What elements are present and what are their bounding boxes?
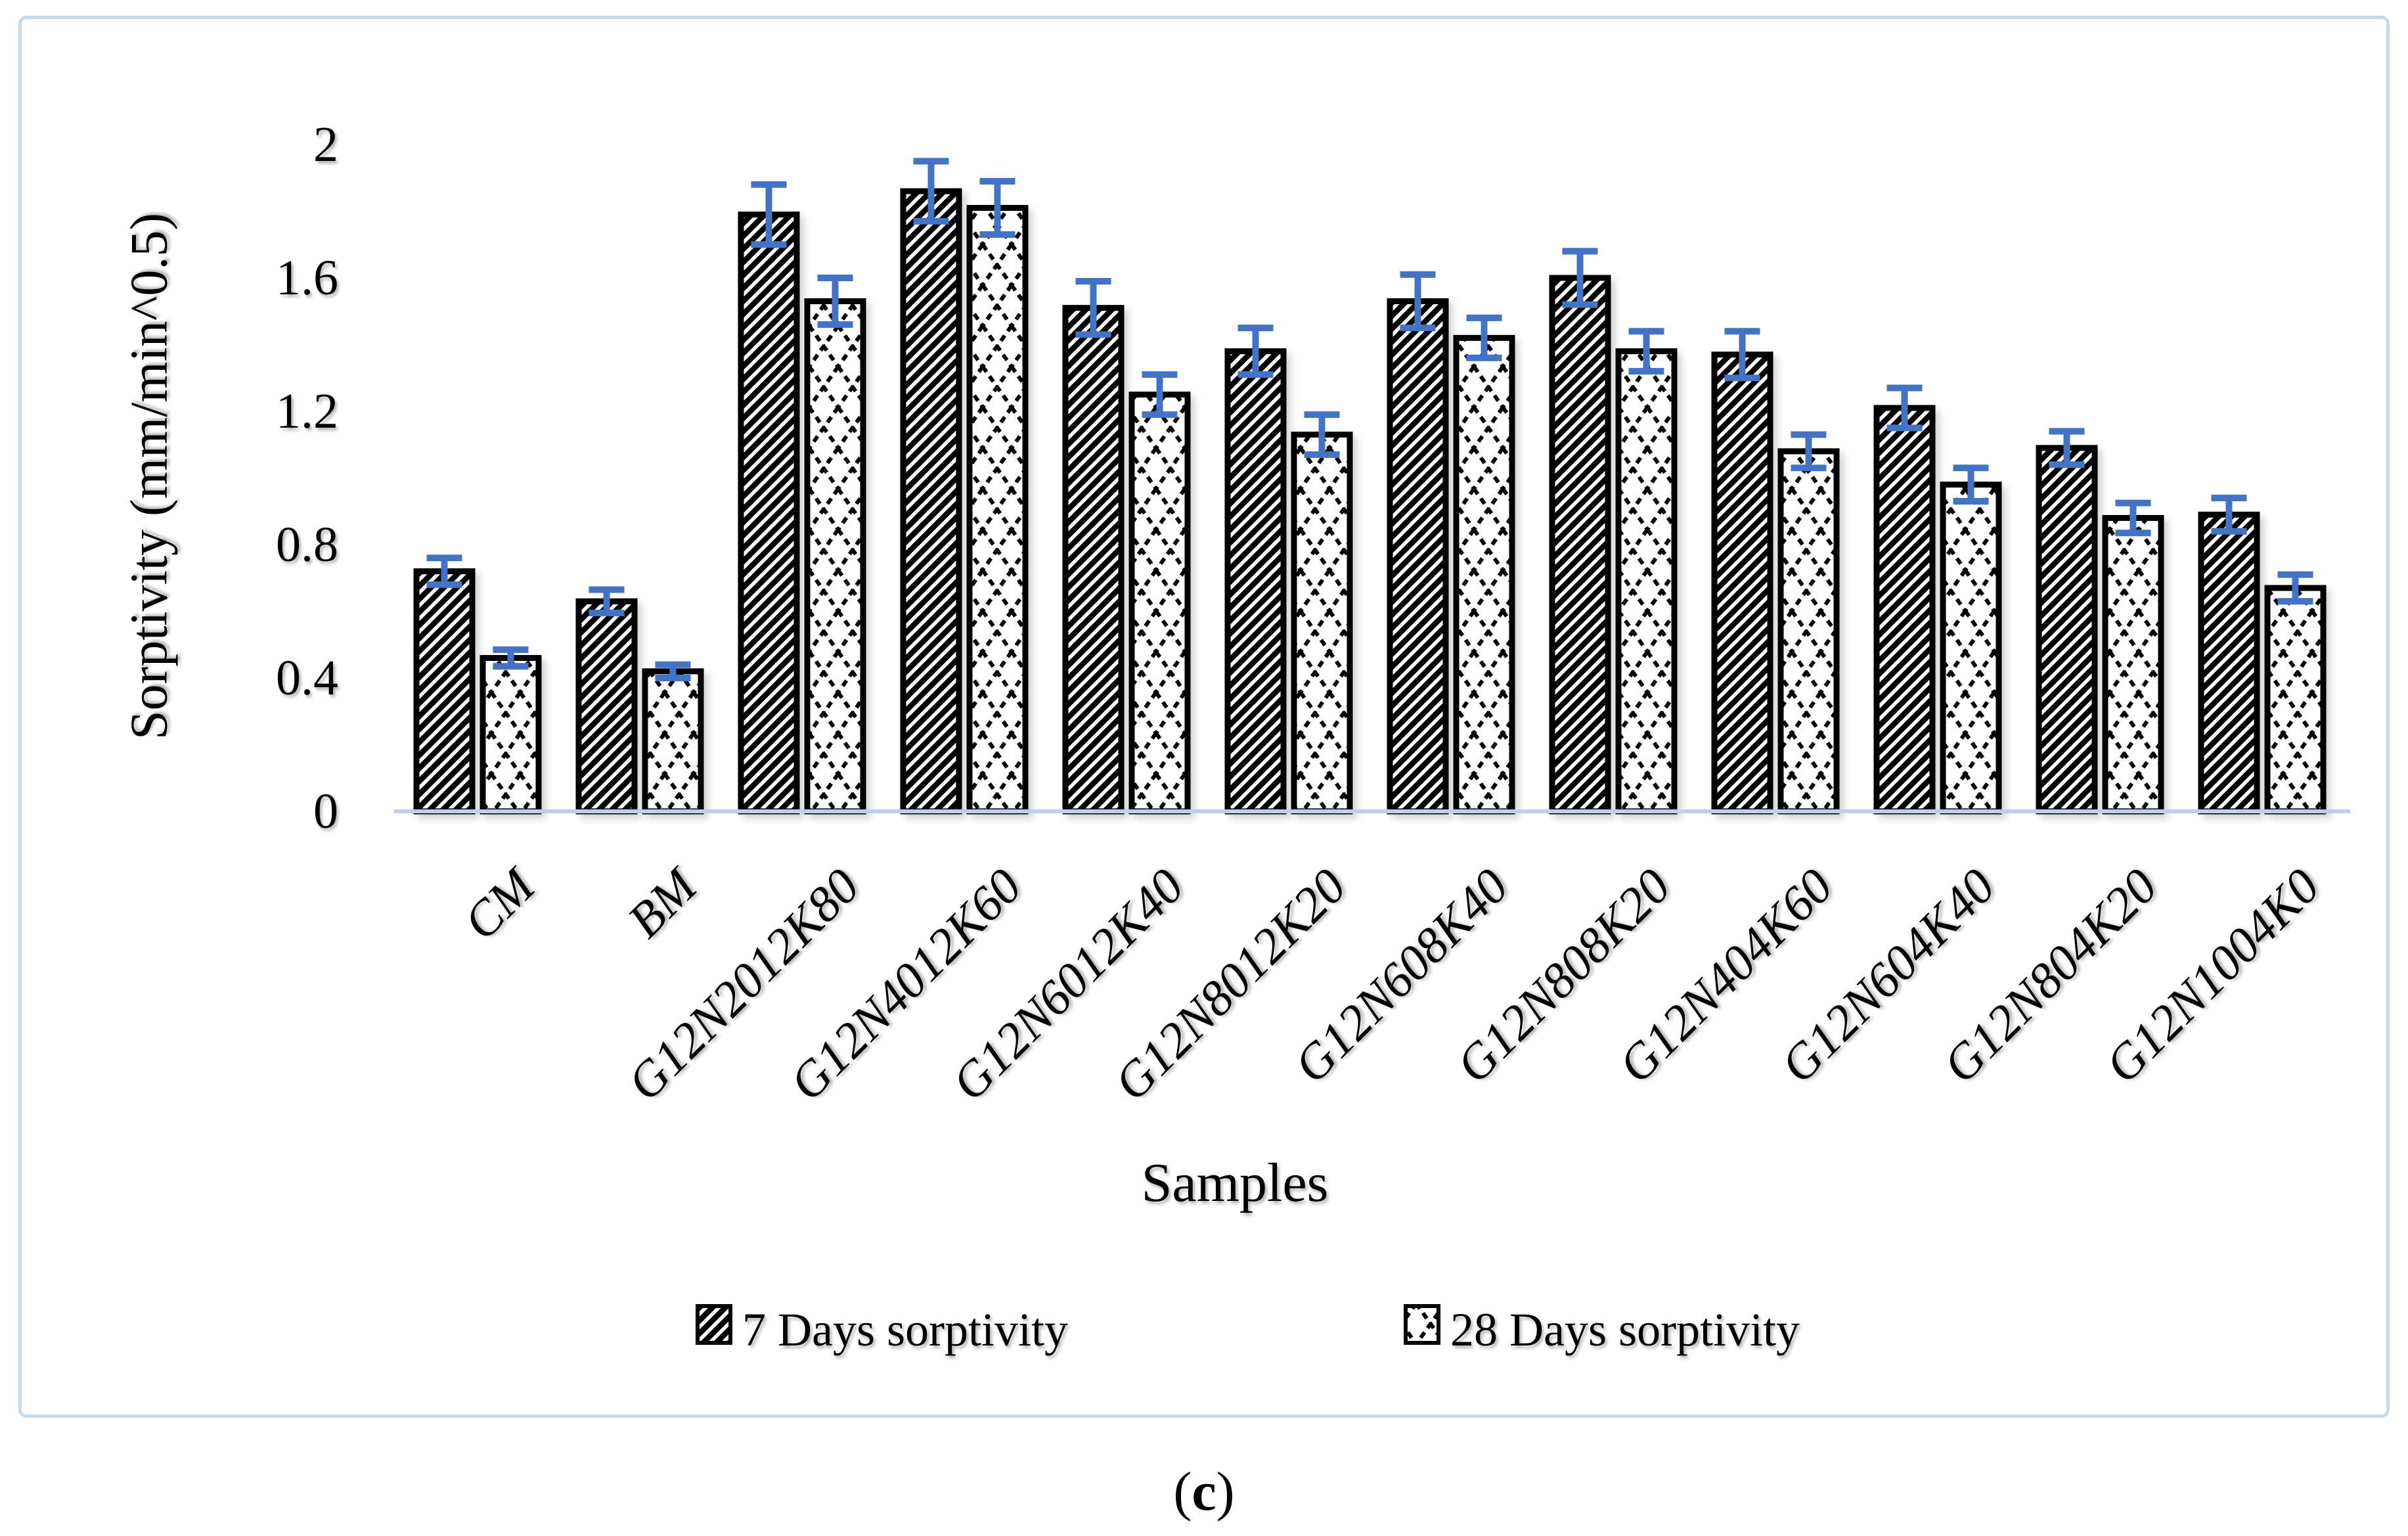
error-bar-28days-G12N604K40 — [1953, 464, 1989, 505]
y-tick-label-1.6: 1.6 — [276, 250, 338, 305]
error-bars-group — [426, 158, 2313, 681]
error-bar-7days-BM — [589, 586, 625, 617]
error-bar-7days-G12N608K40 — [1400, 271, 1436, 332]
error-bar-28days-G12N4012K60 — [979, 177, 1015, 238]
error-bar-7days-G12N8012K20 — [1237, 325, 1274, 378]
bar-7days-G12N1004K0 — [2198, 511, 2260, 815]
bar-28days-G12N808K20 — [1615, 348, 1678, 815]
y-tick-label-2: 2 — [313, 117, 338, 172]
legend-swatch-28days-icon — [1404, 1304, 1440, 1345]
error-bar-28days-BM — [655, 661, 691, 681]
error-bar-7days-G12N2012K80 — [751, 181, 787, 248]
error-bar-28days-G12N808K20 — [1628, 328, 1664, 375]
bar-28days-G12N608K40 — [1453, 334, 1515, 815]
bar-28days-G12N6012K40 — [1128, 392, 1191, 815]
error-bar-28days-G12N6012K40 — [1142, 371, 1178, 418]
legend-label-7days: 7 Days sorptivity — [742, 1303, 1068, 1356]
bar-7days-G12N2012K80 — [738, 212, 800, 815]
error-bar-28days-G12N608K40 — [1466, 314, 1502, 361]
bar-28days-G12N4012K60 — [966, 204, 1029, 815]
bar-7days-G12N604K40 — [1873, 405, 1936, 815]
y-tick-label-0.8: 0.8 — [276, 517, 338, 572]
error-bar-7days-G12N804K20 — [2049, 428, 2085, 468]
x-axis-title-text: Samples — [1141, 1152, 1329, 1213]
error-bar-7days-G12N6012K40 — [1075, 278, 1111, 338]
legend-label-28days: 28 Days sorptivity — [1450, 1303, 1800, 1356]
bar-7days-G12N404K60 — [1711, 351, 1773, 815]
error-bar-7days-G12N604K40 — [1886, 384, 1923, 432]
bar-7days-G12N804K20 — [2036, 445, 2098, 815]
error-bar-7days-G12N808K20 — [1562, 248, 1598, 308]
y-tick-label-0: 0 — [313, 784, 338, 839]
error-bar-7days-G12N1004K0 — [2211, 494, 2247, 535]
error-bar-7days-CM — [426, 554, 462, 588]
y-tick-label-1.2: 1.2 — [276, 384, 338, 439]
error-bar-28days-G12N804K20 — [2115, 499, 2151, 537]
bar-7days-BM — [575, 598, 638, 815]
bar-28days-BM — [642, 668, 704, 815]
error-bar-7days-G12N4012K60 — [913, 158, 949, 225]
bar-7days-CM — [413, 568, 476, 815]
bar-28days-G12N804K20 — [2102, 514, 2164, 815]
error-bar-7days-G12N404K60 — [1724, 328, 1760, 382]
bars-group — [413, 188, 2327, 815]
bar-28days-G12N2012K80 — [804, 298, 866, 815]
bar-28days-G12N404K60 — [1777, 448, 1840, 815]
bar-28days-G12N8012K20 — [1291, 432, 1353, 815]
error-bar-28days-G12N1004K0 — [2277, 571, 2313, 605]
bar-7days-G12N4012K60 — [900, 188, 962, 815]
bar-7days-G12N8012K20 — [1224, 348, 1287, 815]
bar-28days-G12N604K40 — [1940, 482, 2002, 815]
error-bar-28days-CM — [493, 646, 529, 670]
bar-7days-G12N608K40 — [1387, 298, 1449, 815]
bar-7days-G12N808K20 — [1549, 275, 1611, 815]
bar-28days-CM — [479, 655, 542, 815]
legend-swatch-7days-icon — [696, 1304, 732, 1345]
error-bar-28days-G12N404K60 — [1791, 431, 1827, 472]
error-bar-28days-G12N8012K20 — [1304, 411, 1340, 458]
bar-28days-G12N1004K0 — [2264, 585, 2327, 815]
error-bar-28days-G12N2012K80 — [817, 275, 853, 328]
y-tick-label-0.4: 0.4 — [276, 650, 338, 706]
subfigure-caption-text: (c) — [1173, 1461, 1235, 1522]
bar-7days-G12N6012K40 — [1062, 305, 1125, 815]
